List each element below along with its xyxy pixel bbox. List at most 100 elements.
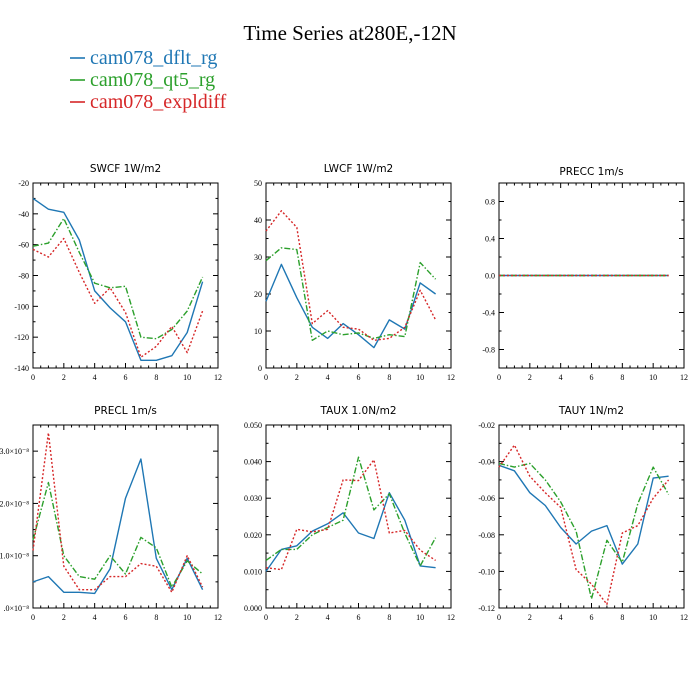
y-tick-label: 10 [254,327,262,336]
y-tick-label: 0.000 [244,604,262,613]
x-tick-label: 4 [559,613,563,622]
series-line-cam078_dflt_rg [265,492,436,572]
y-tick-label: 0.040 [244,458,262,467]
series-line-cam078_qt5_rg [265,247,437,341]
series-line-cam078_dflt_rg [265,263,437,349]
x-tick-label: 6 [124,373,128,382]
y-tick-label: 0.010 [244,567,262,576]
series-line-cam078_expldiff [265,459,436,571]
x-tick-label: 8 [154,373,158,382]
x-tick-label: 6 [124,613,128,622]
x-tick-label: 4 [93,613,97,622]
x-tick-label: 2 [295,373,299,382]
series-line-cam078_qt5_rg [32,481,204,588]
x-tick-label: 4 [326,373,330,382]
x-tick-label: 0 [264,613,268,622]
x-tick-label: 10 [416,613,424,622]
chart-title: SWCF 1W/m2 [90,163,161,175]
chart-title: PRECC 1m/s [559,166,623,178]
plot-frame [265,424,452,609]
x-tick-label: 2 [62,613,66,622]
x-tick-label: 10 [183,613,191,622]
x-tick-label: 4 [93,373,97,382]
y-tick-label: 3.0×10⁻⁸ [0,447,29,456]
y-tick-label: -0.04 [478,458,495,467]
y-tick-label: 50 [254,179,262,188]
y-tick-label: -0.10 [478,567,495,576]
x-tick-label: 2 [528,373,532,382]
x-tick-label: 6 [357,613,361,622]
chart-panel-3: PRECC 1m/s 0 2 4 6 8 10 12 -0.8 -0.4 0.0 0.4 0.8 [482,166,688,382]
y-tick-label: 0.4 [485,235,495,244]
series-line-cam078_dflt_rg [32,458,204,595]
series-line-cam078_expldiff [265,210,437,341]
series-line-cam078_qt5_rg [498,462,670,600]
x-tick-label: 8 [620,373,624,382]
y-tick-label: -0.8 [482,346,495,355]
y-tick-label: 0.030 [244,494,262,503]
y-tick-label: 30 [254,253,262,262]
x-tick-label: 0 [497,373,501,382]
series-line-cam078_expldiff [32,432,204,593]
series-line-cam078_dflt_rg [32,197,204,361]
y-tick-label: 0.020 [244,531,262,540]
x-tick-label: 2 [295,613,299,622]
x-tick-label: 6 [590,613,594,622]
plot-frame [265,182,452,369]
x-tick-label: 10 [649,613,657,622]
chart-panel-4: PRECL 1m/s 0 2 4 6 8 10 12 .0×10⁻⁸ 1.0×10⁻⁸ 2.0×10… [0,405,222,622]
x-tick-label: 12 [447,613,455,622]
legend-label: cam078_expldiff [90,91,227,113]
figure-title: Time Series at280E,-12N [243,21,456,45]
x-tick-label: 6 [590,373,594,382]
plot-frame [498,424,685,609]
x-tick-label: 8 [154,613,158,622]
x-tick-label: 4 [559,373,563,382]
y-tick-label: -0.12 [478,604,495,613]
chart-title: LWCF 1W/m2 [324,163,394,175]
chart-panel-2: LWCF 1W/m2 0 2 4 6 8 10 12 0 10 20 30 40 50 [254,163,455,382]
y-tick-label: -0.02 [478,421,495,430]
y-tick-label: -0.06 [478,494,495,503]
y-tick-label: -80 [18,272,29,281]
series-line-cam078_qt5_rg [265,456,437,567]
x-tick-label: 10 [416,373,424,382]
x-tick-label: 6 [357,373,361,382]
x-tick-label: 10 [183,373,191,382]
x-tick-label: 0 [31,613,35,622]
y-tick-label: 1.0×10⁻⁸ [0,552,29,561]
y-tick-label: -140 [14,364,29,373]
x-tick-label: 12 [680,613,688,622]
y-tick-label: -100 [14,302,29,311]
chart-title: PRECL 1m/s [94,405,157,417]
y-tick-label: 20 [254,290,262,299]
y-tick-label: -0.4 [482,309,495,318]
chart-title: TAUY 1N/m2 [558,405,624,417]
x-tick-label: 12 [214,373,222,382]
series-line-cam078_qt5_rg [32,217,204,340]
y-tick-label: -120 [14,333,29,342]
y-tick-label: 0.0 [485,272,495,281]
legend: cam078_dflt_rgcam078_qt5_rgcam078_expldi… [70,47,227,113]
panels: SWCF 1W/m2 0 2 4 6 8 10 12 -140 -120 -100 -80 -60 -40… [0,163,688,622]
y-tick-label: -60 [18,241,29,250]
chart-panel-1: SWCF 1W/m2 0 2 4 6 8 10 12 -140 -120 -100 -80 -60 -40… [14,163,222,382]
y-tick-label: .0×10⁻⁸ [3,604,29,613]
x-tick-label: 8 [620,613,624,622]
y-tick-label: 0 [258,364,262,373]
plot-frame [32,424,219,609]
y-tick-label: -20 [18,179,29,188]
y-tick-label: 2.0×10⁻⁸ [0,499,29,508]
chart-panel-6: TAUY 1N/m2 0 2 4 6 8 10 12 -0.12 -0.10 -0.08 -0.06 -… [478,405,688,622]
y-tick-label: 0.8 [485,198,495,207]
y-tick-label: 40 [254,216,262,225]
series-line-cam078_expldiff [498,444,670,605]
x-tick-label: 0 [264,373,268,382]
x-tick-label: 2 [62,373,66,382]
x-tick-label: 0 [31,373,35,382]
series-line-cam078_dflt_rg [498,464,669,565]
x-tick-label: 2 [528,613,532,622]
x-tick-label: 8 [387,373,391,382]
series-line-cam078_expldiff [32,237,204,358]
